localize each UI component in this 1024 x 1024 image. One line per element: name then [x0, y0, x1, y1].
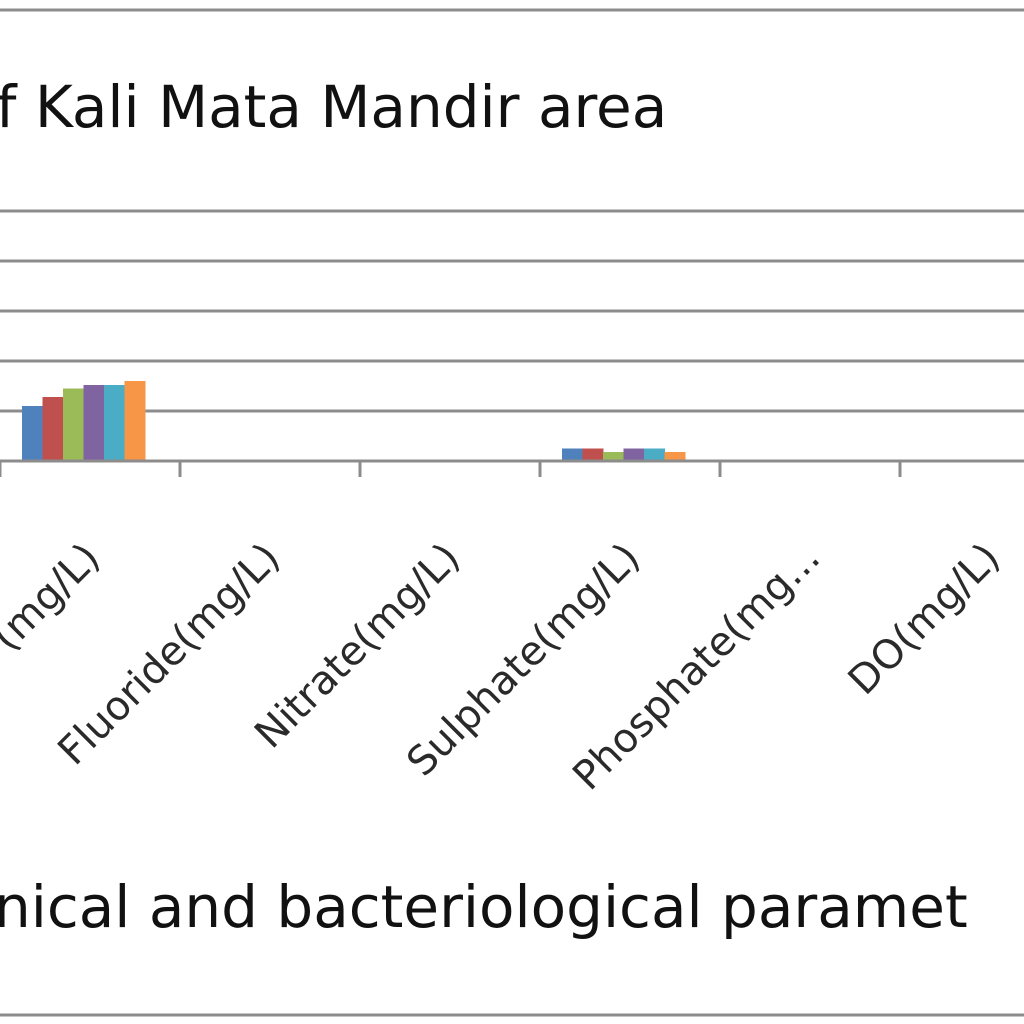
bar: [83, 385, 105, 461]
x-axis-title: nical and bacteriological paramet: [0, 873, 968, 941]
bar: [664, 452, 686, 461]
chart-title: f Kali Mata Mandir area: [0, 73, 667, 141]
chart-frame: [0, 8, 1024, 1017]
bar: [644, 448, 665, 461]
bar: [104, 385, 125, 461]
bar: [22, 406, 43, 461]
bar: [42, 397, 64, 461]
bar: [63, 388, 84, 461]
bars: [22, 381, 686, 461]
bar: [582, 448, 604, 461]
bar: [562, 448, 583, 461]
bar: [124, 381, 146, 461]
x-axis: [0, 459, 1024, 477]
gridlines: [0, 209, 1024, 413]
bar: [603, 452, 624, 461]
bar: [623, 448, 645, 461]
